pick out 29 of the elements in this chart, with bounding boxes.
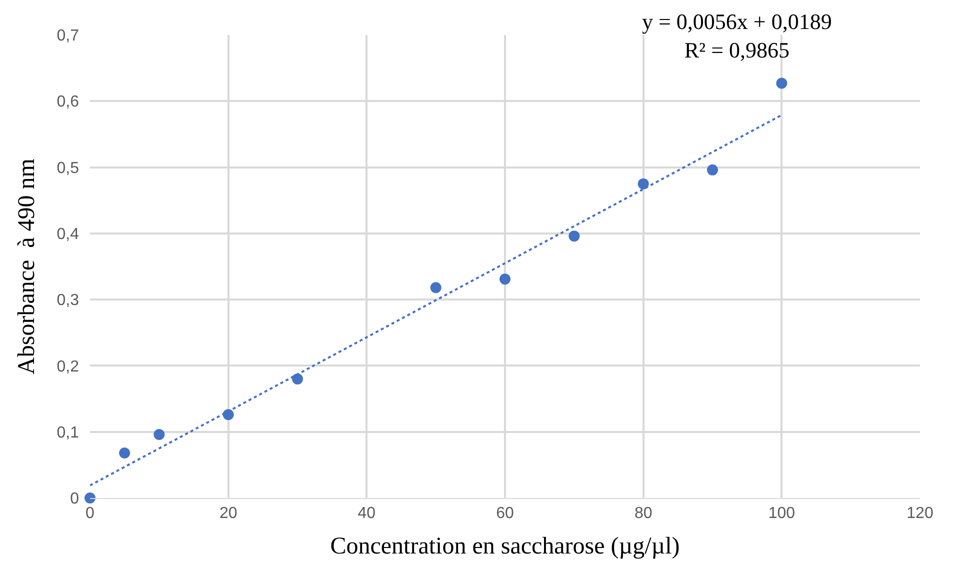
x-tick-label: 40 bbox=[358, 505, 376, 522]
point bbox=[154, 429, 165, 440]
point bbox=[500, 274, 510, 285]
y-tick-label: 0,2 bbox=[56, 358, 80, 376]
point bbox=[568, 230, 580, 242]
y-tick-label: 0,4 bbox=[56, 226, 80, 244]
x-tick-label: 80 bbox=[634, 505, 652, 522]
x-axis-title: Concentration en saccharose (µg/µl) bbox=[330, 534, 680, 560]
x-tick-label: 20 bbox=[219, 505, 238, 522]
point bbox=[776, 78, 788, 89]
y-axis-title: Absorbance à 490 nm bbox=[14, 158, 40, 374]
y-tick-label: 0,6 bbox=[56, 94, 80, 111]
x-tick-label: 0 bbox=[86, 505, 95, 522]
point bbox=[707, 164, 718, 176]
point bbox=[292, 373, 303, 384]
point bbox=[84, 492, 96, 504]
y-tick-label: 0,7 bbox=[56, 28, 80, 45]
y-tick-label: 0,1 bbox=[56, 424, 80, 442]
y-tick-label: 0,5 bbox=[56, 160, 80, 177]
x-tick-label: 100 bbox=[768, 505, 796, 522]
y-tick-label: 0 bbox=[70, 490, 80, 508]
point bbox=[430, 282, 442, 294]
point bbox=[119, 448, 130, 459]
y-tick-label: 0,3 bbox=[56, 292, 80, 310]
point bbox=[222, 409, 234, 420]
x-tick-label: 120 bbox=[906, 505, 934, 522]
annotation: y = 0,0056x + 0,0189 R² = 0,9865 bbox=[642, 9, 832, 63]
point bbox=[638, 178, 649, 190]
x-tick-label: 60 bbox=[496, 505, 514, 522]
